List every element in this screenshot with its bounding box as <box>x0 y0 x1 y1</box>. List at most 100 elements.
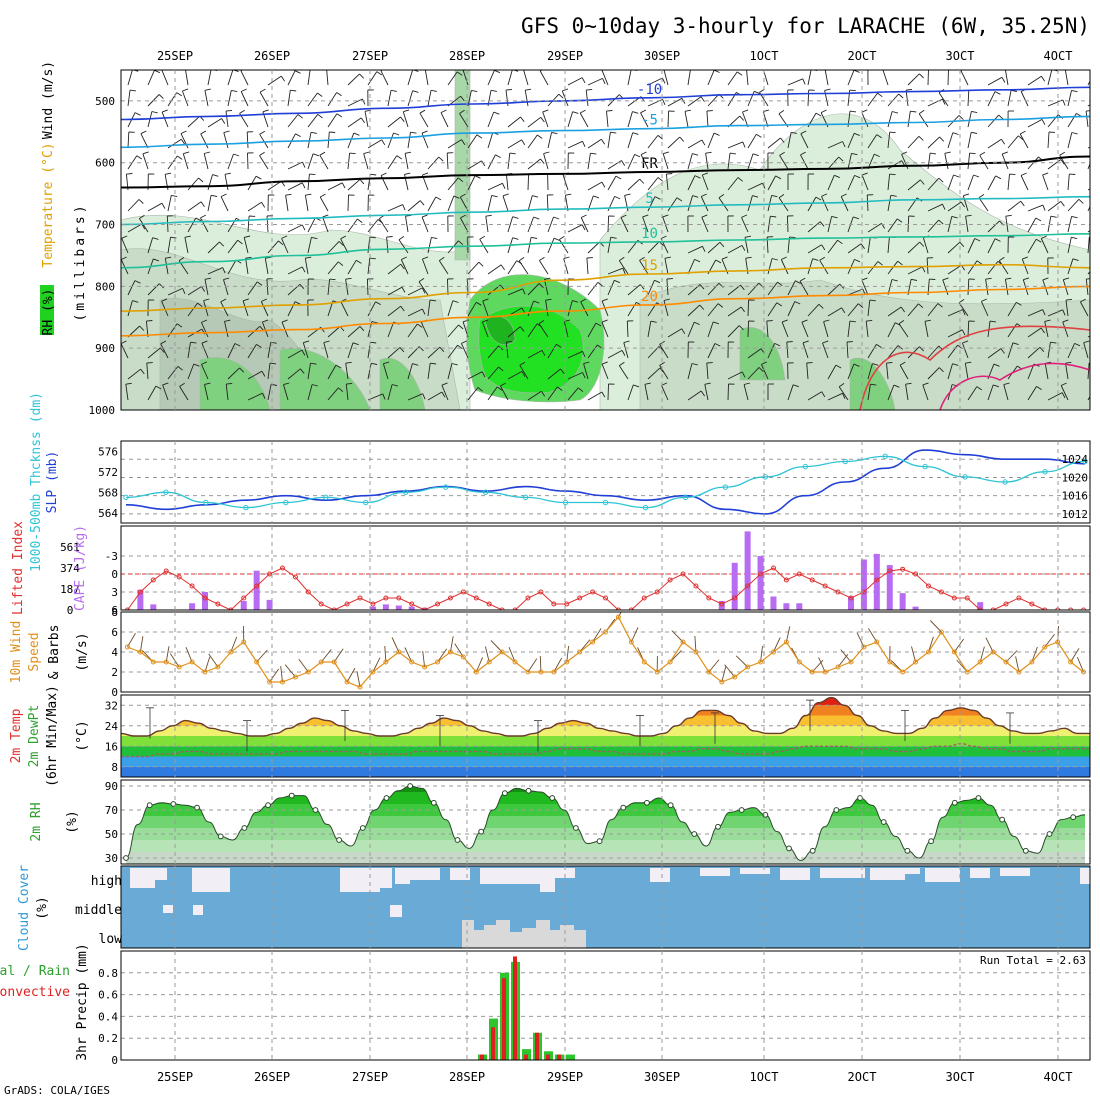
wind-barb-flag <box>502 193 509 197</box>
wind-barb-flag <box>1042 172 1049 176</box>
wind-speed-point <box>344 679 350 685</box>
li-tick-label: -3 <box>105 550 118 563</box>
rh-bands <box>126 786 1085 864</box>
wind-barb-flag <box>1063 277 1070 281</box>
wind-barb <box>707 241 721 254</box>
wind-barb <box>827 216 833 233</box>
top-date-labels: 25SEP 26SEP 27SEP 28SEP 29SEP 30SEP 1OCT 2OCT 3O… <box>157 49 1073 63</box>
wind-barb <box>624 195 629 212</box>
wind-barb <box>287 224 303 233</box>
wind-barb <box>747 134 757 149</box>
wind-barb-flag <box>224 319 231 322</box>
temp-bands <box>121 697 1090 777</box>
wind-barb-flag <box>430 362 437 365</box>
wind-barb <box>823 321 829 338</box>
wind-barb <box>438 260 449 275</box>
cape-tick-label: 561 <box>60 541 80 554</box>
wind-barb <box>326 70 329 86</box>
cloud-frame <box>120 865 1091 949</box>
wind-barb <box>424 70 429 86</box>
wind-barb <box>567 300 573 317</box>
precip-convective-bar <box>513 956 517 1060</box>
rh-point <box>880 819 887 825</box>
rh-point <box>123 855 129 861</box>
wind-barb-flag <box>1065 68 1071 69</box>
wind-barb-flag <box>412 90 419 93</box>
wind10-barb <box>139 636 144 653</box>
wind-barb-flag <box>898 320 905 325</box>
wind-barb-flag <box>195 217 202 222</box>
wind-speed-point <box>913 659 919 665</box>
thickness-point <box>482 489 489 495</box>
wind-barb-flag <box>460 193 466 198</box>
wind-barb <box>747 153 754 170</box>
rh-title: RH (%) <box>41 289 56 336</box>
wind-barb <box>967 89 970 107</box>
wind-barb-flag <box>1020 200 1025 207</box>
wind-barb <box>220 196 229 212</box>
wind-barb-flag <box>369 257 376 260</box>
wind-barb-flag <box>502 183 506 189</box>
wind-barb-flag <box>520 116 525 122</box>
wind-barb <box>519 365 529 380</box>
wind-barb <box>747 91 755 107</box>
wind-speed-point <box>318 659 324 665</box>
wind-barb <box>404 153 409 170</box>
wind-barb <box>967 174 974 191</box>
wind-barb-flag <box>505 88 513 91</box>
wind-barb <box>247 152 249 170</box>
wind-barb <box>684 111 689 128</box>
wind-barb <box>705 153 709 170</box>
cloud-clear-patch <box>780 868 810 880</box>
cape-bar <box>201 592 208 610</box>
wind-barb <box>886 363 889 380</box>
wind-speed-point <box>758 659 764 665</box>
wind-barb-flag <box>920 179 925 185</box>
wind-barb <box>407 132 411 149</box>
wind-barb <box>347 98 363 107</box>
wind-barb-flag <box>993 384 1000 388</box>
wind-barb <box>827 175 835 191</box>
wind10-barb <box>372 657 381 673</box>
wind-barb-flag <box>283 382 290 386</box>
cloud-clear-patch <box>925 868 960 882</box>
lifted-index-point <box>770 565 776 571</box>
wind10-barb <box>284 664 296 678</box>
wind-barb <box>307 114 319 128</box>
rh-tick-label: 70 <box>105 804 118 817</box>
wind-barb <box>1019 133 1029 149</box>
wind-barb <box>127 280 136 296</box>
wind-barb-flag <box>938 367 944 373</box>
wind-barb-flag <box>261 202 266 208</box>
rh-point <box>146 802 153 809</box>
wind-barb-flag <box>198 177 204 183</box>
wind-barb <box>1007 342 1014 359</box>
wind-barb-flag <box>176 323 183 328</box>
precip-title-a: Total / Rain <box>0 964 70 979</box>
contour-label: 15 <box>641 258 658 274</box>
wind-barb <box>707 282 720 296</box>
wind-barb <box>287 182 303 191</box>
wind-barb <box>687 96 702 107</box>
wind-barb-flag <box>375 301 382 305</box>
wind-barb-flag <box>601 298 608 302</box>
wind-barb <box>985 279 989 296</box>
wind-barb <box>907 303 919 317</box>
wind-barb-flag <box>336 113 343 118</box>
wind-barb <box>507 139 522 149</box>
wind-barb <box>687 139 703 149</box>
wind-barb <box>559 239 569 254</box>
temp2m-title-c: (6hr Min/Max) <box>45 685 60 787</box>
wind-barb <box>978 197 989 212</box>
wind-barb-flag <box>305 193 312 196</box>
wind-barb-flag <box>1062 319 1069 323</box>
wind-barb-flag <box>905 382 912 385</box>
wind-barb <box>482 300 489 317</box>
lifted-index-point <box>887 568 893 574</box>
wind-barb-flag <box>777 281 783 287</box>
wind-barb <box>285 195 289 212</box>
rh-point <box>549 795 556 801</box>
wind-barb-flag <box>421 287 426 294</box>
wind-barb <box>1003 384 1009 401</box>
wind-barb-flag <box>866 319 873 322</box>
